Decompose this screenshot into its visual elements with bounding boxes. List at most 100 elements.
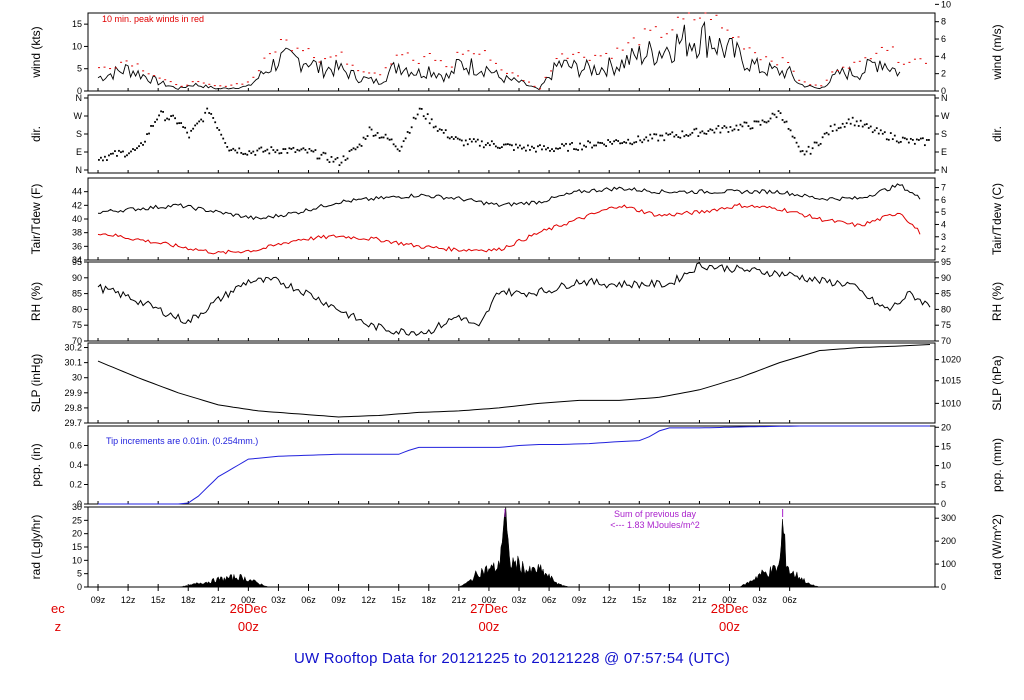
dir-point [579, 142, 581, 145]
dir-point [192, 127, 195, 130]
dir-point [895, 140, 898, 143]
dir-point [793, 136, 796, 139]
dir-point [647, 139, 650, 142]
dir-point [877, 132, 880, 135]
dir-point [769, 117, 772, 120]
dir-ylabel-right: dir. [990, 126, 1004, 142]
dir-point [891, 138, 894, 141]
dir-point [434, 125, 437, 128]
dir-point [581, 148, 583, 151]
wind-frame [87, 12, 936, 92]
dir-point [669, 133, 672, 136]
dir-point [813, 141, 816, 144]
dir-point [396, 148, 399, 151]
dir-point [693, 128, 696, 131]
dir-point [781, 119, 784, 121]
dir-point [687, 135, 690, 137]
dir-point [819, 142, 822, 145]
dir-point [294, 151, 297, 154]
pcp-series-1 [98, 425, 930, 505]
dir-point [282, 148, 285, 150]
dir-point [218, 129, 221, 131]
rh-ytick-label-1: 75 [72, 320, 82, 330]
dir-point [398, 150, 401, 152]
dir-point [785, 120, 788, 123]
dir-point [472, 138, 475, 140]
dir-point [448, 137, 451, 140]
dir-point [240, 151, 243, 154]
wind-annotation: 10 min. peak winds in red [102, 14, 204, 24]
dir-point [112, 152, 114, 155]
dir-point [382, 136, 385, 139]
dir-point [723, 125, 726, 127]
dir-point [859, 119, 862, 122]
dir-point [697, 135, 700, 138]
dir-point [655, 133, 658, 136]
dir-point [386, 137, 389, 140]
dir-point [302, 147, 305, 150]
dir-point [839, 126, 842, 129]
wind-ytick-label-1: 5 [77, 64, 82, 74]
dir-ytick-right-label-1: E [941, 147, 947, 157]
time-tick-label-15: 06z [542, 595, 557, 605]
dir-point [372, 134, 375, 137]
dir-point [354, 148, 357, 151]
dir-point [539, 144, 541, 147]
day-sublabel-3: 00z [719, 619, 740, 634]
wind-ytick-right-label-1: 2 [941, 69, 946, 79]
dir-point [126, 154, 128, 157]
dir-point [909, 137, 912, 140]
dir-point [334, 158, 337, 161]
dir-point [418, 107, 421, 110]
dir-point [188, 136, 191, 139]
dir-point [358, 143, 361, 146]
dir-point [346, 157, 349, 160]
dir-point [613, 140, 616, 143]
slp-ytick-right-label-0: 1010 [941, 398, 961, 408]
dir-point [114, 150, 116, 153]
time-tick-label-16: 09z [572, 595, 587, 605]
dir-point [416, 113, 419, 116]
dir-point [402, 140, 405, 143]
rh-ylabel: RH (%) [29, 282, 43, 321]
dir-point [168, 118, 170, 121]
dir-point [673, 135, 676, 138]
dir-point [174, 117, 177, 120]
dir-point [533, 147, 535, 149]
dir-point [226, 146, 229, 148]
dir-point [180, 122, 183, 124]
time-tick-label-19: 18z [662, 595, 677, 605]
dir-point [508, 143, 511, 146]
dir-point [260, 146, 263, 149]
dir-point [284, 148, 287, 150]
dir-point [619, 142, 622, 145]
dir-point [897, 141, 900, 144]
dir-point [555, 147, 557, 150]
dir-point [681, 130, 684, 133]
dir-point [849, 122, 852, 125]
dir-point [623, 141, 626, 143]
dir-point [184, 126, 187, 129]
rad-annotation: Sum of previous day [614, 509, 697, 519]
day-label-1: 26Dec [230, 601, 268, 616]
dir-point [563, 144, 565, 147]
dir-point [338, 164, 341, 167]
rad-ytick-right-label-1: 100 [941, 559, 956, 569]
rad-area [98, 506, 930, 588]
rh-ytick-right-label-3: 85 [941, 289, 951, 299]
dir-point [873, 129, 876, 132]
dir-point [136, 147, 138, 150]
dir-point [753, 120, 756, 123]
slp-series-1 [97, 344, 931, 418]
dir-point [490, 140, 493, 143]
dir-point [164, 119, 166, 122]
dir-point [248, 150, 251, 153]
dir-point [128, 152, 130, 155]
time-tick-label-22: 03z [752, 595, 767, 605]
dir-point [108, 154, 110, 157]
dir-point [657, 139, 660, 142]
dir-point [661, 134, 664, 137]
dir-point [847, 118, 850, 121]
dir-point [773, 113, 776, 116]
dir-point [150, 125, 152, 127]
